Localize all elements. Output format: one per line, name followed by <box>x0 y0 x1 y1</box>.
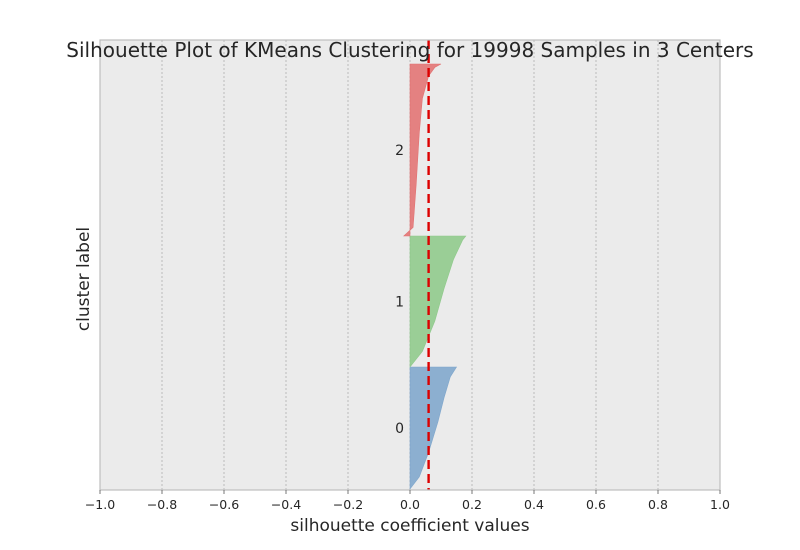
cluster-labels: 0 1 2 <box>395 143 404 437</box>
cluster-2-label: 2 <box>395 143 404 159</box>
cluster-2-area <box>403 63 442 237</box>
x-tick-label: 0.8 <box>648 497 668 512</box>
cluster-0-area <box>409 366 458 490</box>
cluster-1-label: 1 <box>395 295 404 311</box>
x-tick-label: −1.0 <box>85 497 115 512</box>
x-tick-label: −0.6 <box>209 497 239 512</box>
x-axis-ticks: −1.0 −0.8 −0.6 −0.4 −0.2 0.0 0.2 0.4 0.6 0.8 1.0 <box>85 490 730 512</box>
cluster-areas <box>403 63 467 490</box>
x-tick-label: −0.2 <box>333 497 363 512</box>
x-tick-label: 0.0 <box>400 497 420 512</box>
x-axis-label: silhouette coefficient values <box>290 516 529 536</box>
x-tick-label: 0.4 <box>524 497 544 512</box>
x-tick-label: 0.6 <box>586 497 606 512</box>
cluster-0-label: 0 <box>395 421 404 437</box>
y-axis-label: cluster label <box>74 227 94 331</box>
x-tick-label: −0.4 <box>271 497 301 512</box>
x-tick-label: −0.8 <box>147 497 177 512</box>
x-tick-label: 1.0 <box>710 497 730 512</box>
x-tick-label: 0.2 <box>462 497 482 512</box>
chart-title: Silhouette Plot of KMeans Clustering for… <box>66 38 753 62</box>
